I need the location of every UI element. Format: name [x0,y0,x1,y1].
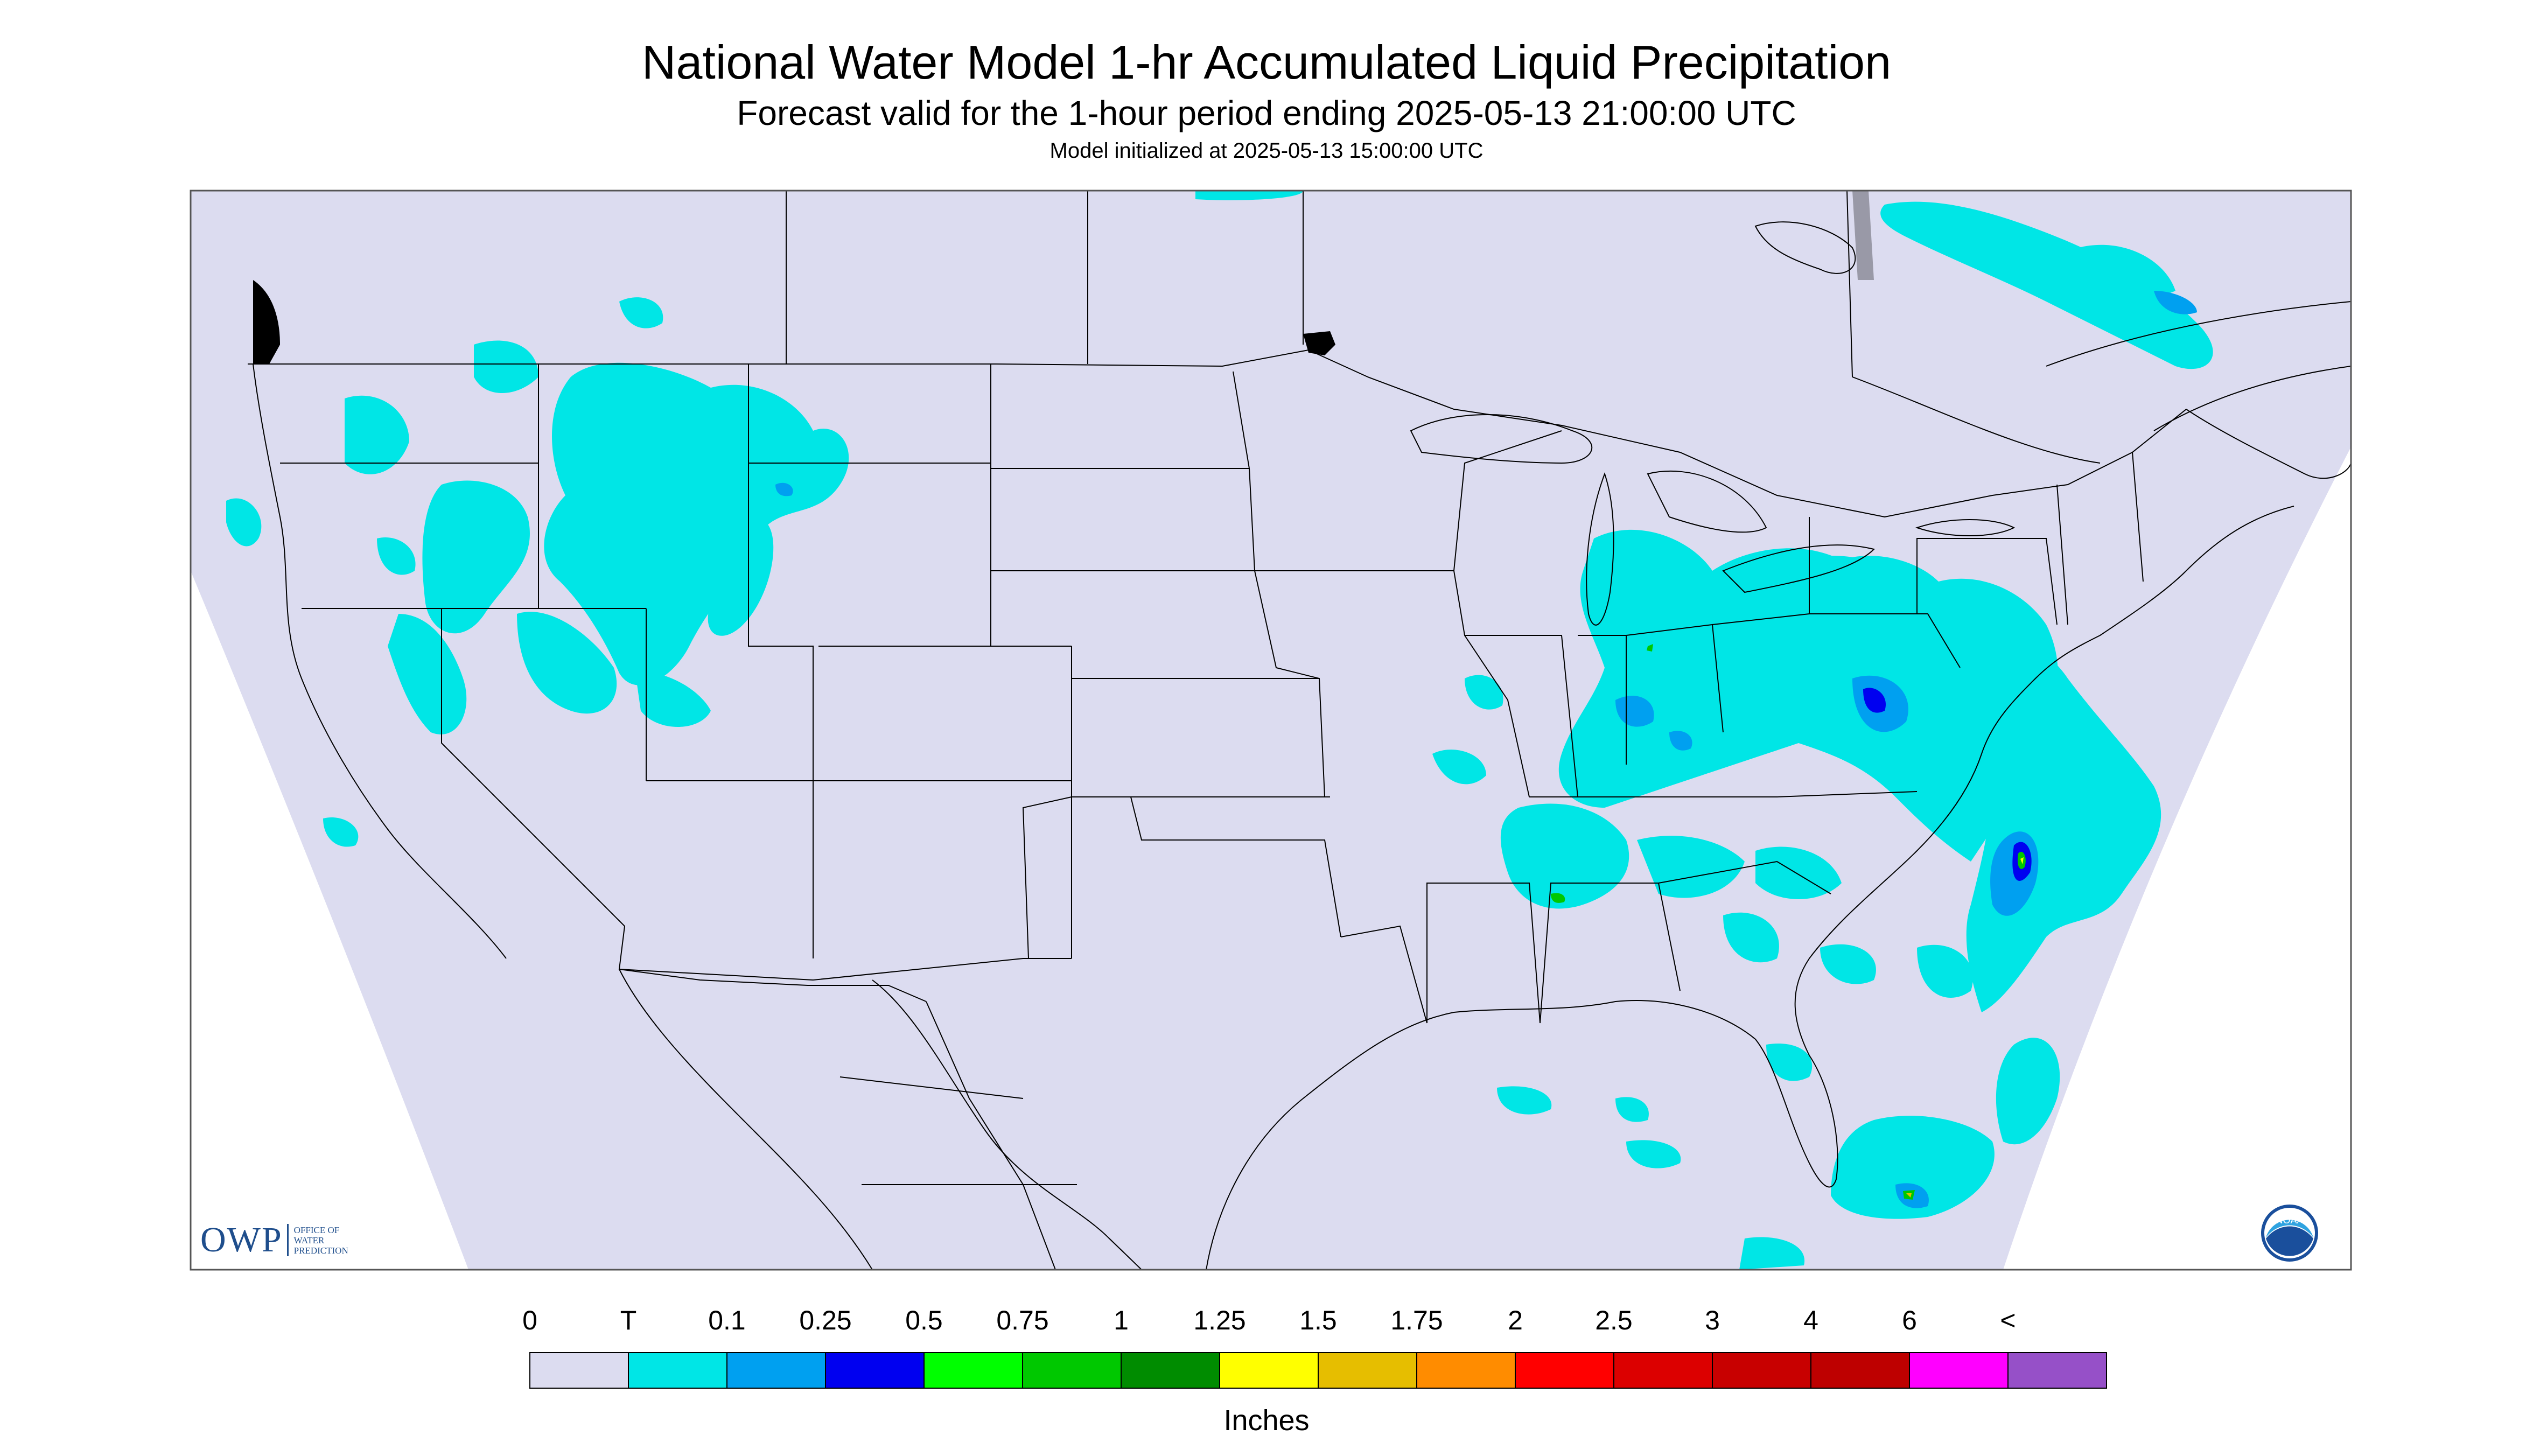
noaa-logo: NOAA [2261,1205,2318,1262]
legend-swatch-4 [923,1352,1023,1389]
legend-swatch-13 [1810,1352,1910,1389]
map-frame [190,190,2352,1271]
legend-swatch-8 [1318,1352,1417,1389]
owp-logo-line-2: WATER [293,1235,325,1245]
projection-edge-right [2003,447,2351,1270]
legend-label-10: 2 [1508,1305,1523,1335]
map-title: National Water Model 1-hr Accumulated Li… [641,36,1892,89]
legend-swatch-3 [825,1352,925,1389]
legend-swatch-10 [1515,1352,1614,1389]
heavy-precip-cores [775,291,2197,1208]
legend-swatch-5 [1022,1352,1122,1389]
owp-logo: OWP OFFICE OF WATER PREDICTION [200,1221,348,1259]
legend-swatch-14 [1909,1352,2009,1389]
owp-logo-line-1: OFFICE OF [293,1224,340,1235]
noaa-logo-sky [2266,1220,2313,1237]
legend-swatch-6 [1121,1352,1220,1389]
precipitation-areas [226,191,2213,1270]
owp-logo-line-3: PREDICTION [293,1245,348,1256]
owp-logo-subtext: OFFICE OF WATER PREDICTION [294,1225,348,1256]
state-borders [248,191,2351,1270]
legend-swatch-7 [1219,1352,1319,1389]
legend-label-0: 0 [522,1305,537,1335]
legend-units: Inches [1223,1404,1310,1437]
legend-color-bar [529,1352,2107,1389]
legend-label-4: 0.5 [905,1305,943,1335]
map-coastline-detail [253,191,1874,364]
legend-label-8: 1.5 [1299,1305,1337,1335]
legend-label-7: 1.25 [1193,1305,1246,1335]
legend-label-6: 1 [1114,1305,1129,1335]
legend-swatch-12 [1712,1352,1811,1389]
noaa-logo-text: NOAA [2276,1215,2303,1226]
legend-label-13: 4 [1803,1305,1818,1335]
legend-label-15: < [2000,1305,2016,1335]
legend-swatch-9 [1416,1352,1516,1389]
legend-label-14: 6 [1902,1305,1917,1335]
legend-label-12: 3 [1705,1305,1720,1335]
legend-label-2: 0.1 [708,1305,746,1335]
legend-label-11: 2.5 [1595,1305,1633,1335]
legend-swatch-1 [628,1352,727,1389]
legend-swatch-2 [726,1352,826,1389]
model-init-time: Model initialized at 2025-05-13 15:00:00… [1049,139,1484,163]
projection-edge-left [191,571,468,1270]
noaa-logo-wave [2266,1226,2313,1256]
owp-logo-divider [286,1224,289,1256]
legend-label-1: T [620,1305,637,1335]
map-subtitle: Forecast valid for the 1-hour period end… [737,94,1796,132]
legend-label-5: 0.75 [996,1305,1049,1335]
legend-swatch-0 [529,1352,629,1389]
legend-swatch-11 [1613,1352,1713,1389]
legend-swatch-15 [2007,1352,2107,1389]
legend-label-9: 1.75 [1390,1305,1443,1335]
owp-logo-text: OWP [200,1220,283,1259]
legend-label-3: 0.25 [799,1305,852,1335]
